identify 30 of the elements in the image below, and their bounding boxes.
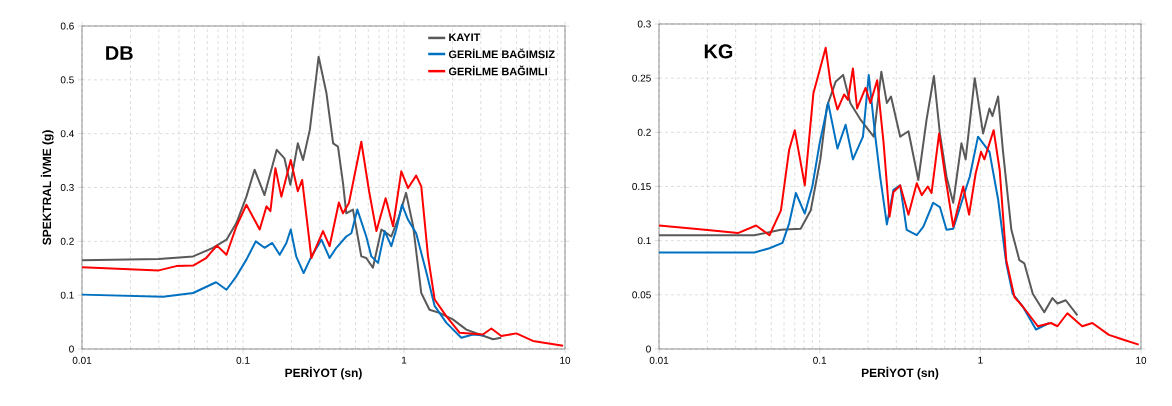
y-tick-label: 0.3 xyxy=(60,183,74,192)
x-tick-label: 0.1 xyxy=(813,356,827,364)
x-tick-label: 10 xyxy=(560,356,571,364)
legend-label: KAYIT xyxy=(449,33,481,41)
x-tick-label: 0.01 xyxy=(72,356,92,364)
x-axis-title: PERİYOT (sn) xyxy=(861,366,939,380)
y-tick-label: 0 xyxy=(69,345,74,353)
legend-label: GERİLME BAĞIMLI xyxy=(448,65,547,76)
text: KG xyxy=(704,44,733,59)
y-tick-label: 0.5 xyxy=(60,76,74,84)
y-tick-label: 0.4 xyxy=(60,130,74,138)
y-tick-label: 0.1 xyxy=(60,291,74,299)
text: DB xyxy=(106,46,133,60)
x-tick-label: 0.01 xyxy=(649,356,669,364)
x-axis-title: PERİYOT (sn) xyxy=(285,366,362,380)
legend-label: GERİLME BAĞIMSIZ xyxy=(448,48,555,59)
y-tick-label: 0.6 xyxy=(60,22,74,30)
y-axis-title: SPEKTRAL İVME (g) xyxy=(40,130,54,245)
y-tick-label: 0.25 xyxy=(632,74,651,82)
x-tick-label: 1 xyxy=(402,356,407,364)
y-tick-label: 0.2 xyxy=(60,237,74,245)
y-tick-label: 0.1 xyxy=(637,237,651,245)
x-tick-label: 0.1 xyxy=(236,356,250,364)
y-tick-label: 0 xyxy=(646,345,651,353)
x-tick-label: 10 xyxy=(1136,356,1147,364)
y-tick-label: 0.05 xyxy=(632,291,651,299)
y-tick-label: 0.3 xyxy=(637,20,651,28)
y-tick-label: 0.15 xyxy=(632,182,651,191)
x-tick-label: 1 xyxy=(978,356,983,364)
y-tick-label: 0.2 xyxy=(637,128,651,136)
